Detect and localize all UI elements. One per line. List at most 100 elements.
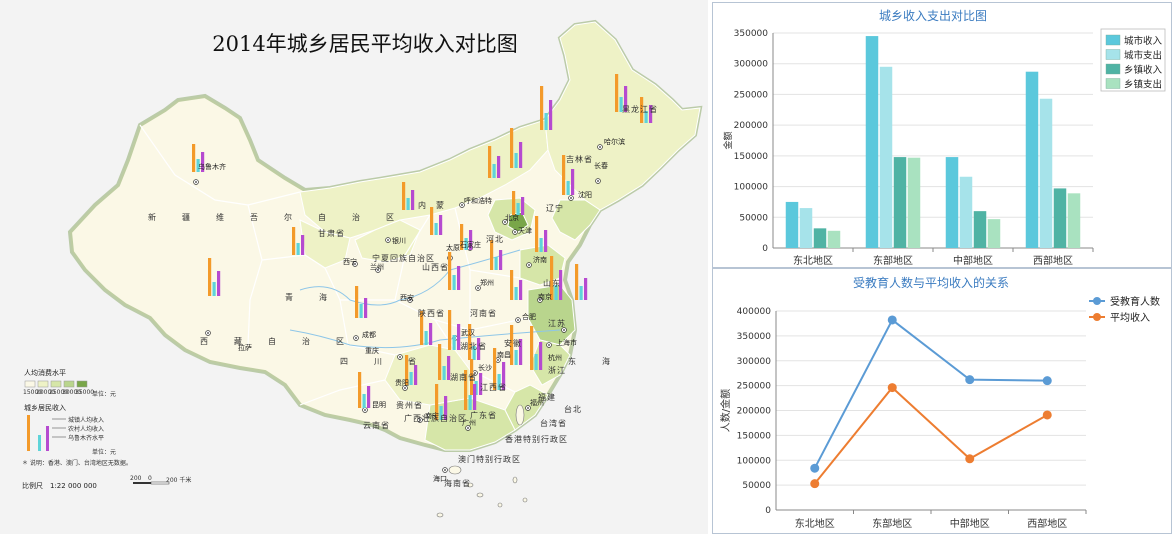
legend-level-label: 20000 <box>36 389 56 396</box>
province-label: 新 疆 维 吾 尔 自 治 区 <box>148 213 403 222</box>
map-bar-reference <box>519 142 523 168</box>
legend-swatch <box>76 380 88 388</box>
city-label: 拉萨 <box>238 344 252 352</box>
city-label: 上海市 <box>556 339 577 347</box>
city-label: 福州 <box>530 399 544 407</box>
city-label: 海口 <box>433 475 447 483</box>
province-border <box>299 379 386 406</box>
province-label: 辽宁 <box>546 204 564 213</box>
province-label: 吉林省 <box>566 155 593 164</box>
legend-unit: 单位：元 <box>92 449 117 456</box>
map-bar-urban-income <box>448 252 452 290</box>
map-bar-rural-income <box>464 238 468 250</box>
city-label: 西安 <box>400 294 414 302</box>
city-label: 成都 <box>362 331 376 339</box>
map-bar-rural-income <box>452 275 456 290</box>
legend-label: 城市支出 <box>1124 50 1162 62</box>
legend-income-item: 乌鲁木齐水平 <box>68 435 105 442</box>
legend-bar-reference <box>46 426 49 451</box>
bar-4-4 <box>1067 193 1081 248</box>
bar-1-4 <box>1025 71 1039 248</box>
island <box>476 492 484 498</box>
map-bar-urban-income <box>510 128 514 168</box>
x-tick-label: 西部地区 <box>1027 517 1067 530</box>
map-bar-urban-income <box>430 207 434 235</box>
map-bar-reference <box>364 298 368 318</box>
y-tick-label: 250000 <box>737 382 772 392</box>
series-line-1 <box>813 318 1048 469</box>
city-label: 郑州 <box>480 279 494 287</box>
city-label: 呼和浩特 <box>464 197 492 205</box>
y-tick-label: 150000 <box>734 152 769 162</box>
bar-4-1 <box>827 230 841 248</box>
y-tick-label: 0 <box>762 244 768 254</box>
map-title: 2014年城乡居民平均收入对比图 <box>212 32 518 56</box>
city-marker-dot <box>461 204 463 206</box>
legend-income-title: 城乡居民收入 <box>24 404 66 412</box>
map-bar-rural-income <box>516 203 520 215</box>
map-bar-reference <box>447 356 451 380</box>
province-border <box>340 299 471 331</box>
y-tick-label: 0 <box>765 506 771 516</box>
city-label: 哈尔滨 <box>604 138 625 146</box>
map-bar-urban-income <box>192 144 196 172</box>
chart-title: 受教育人数与平均收入的关系 <box>853 275 1009 290</box>
bar-1-1 <box>785 201 799 248</box>
x-tick-label: 中部地区 <box>953 254 993 267</box>
point-2-4 <box>1042 410 1052 420</box>
map-bar-reference <box>571 169 575 195</box>
point-1-2 <box>887 315 897 325</box>
map-bar-reference <box>444 396 448 420</box>
legend-consumption-title: 人均消费水平 <box>24 369 66 377</box>
map-bar-rural-income <box>514 287 518 300</box>
island <box>436 512 444 518</box>
island <box>515 404 525 426</box>
city-marker-dot <box>477 287 479 289</box>
scale-label: 比例尺 1:22 000 000 <box>22 482 97 490</box>
map-bar-reference <box>217 271 221 296</box>
x-tick-label: 西部地区 <box>1033 254 1073 267</box>
bar-4-3 <box>987 219 1001 248</box>
y-tick-label: 150000 <box>737 431 772 441</box>
map-bar-reference <box>201 152 205 172</box>
x-tick-label: 东北地区 <box>793 254 833 267</box>
city-marker-dot <box>514 231 516 233</box>
city-marker-dot <box>548 344 550 346</box>
map-bar-reference <box>539 342 543 370</box>
city-marker-dot <box>444 469 446 471</box>
y-tick-label: 200000 <box>737 407 772 417</box>
legend-bar-urban <box>27 415 30 451</box>
legend-income-item: 城镇人均收入 <box>68 417 105 424</box>
map-bar-urban-income <box>402 182 406 210</box>
map-bar-rural-income <box>544 113 548 130</box>
y-tick-label: 50000 <box>742 481 771 491</box>
map-bar-reference <box>301 235 305 255</box>
city-label: 南昌 <box>497 351 511 359</box>
city-label: 杭州 <box>548 354 562 362</box>
province-label: 黑龙江省 <box>622 105 658 114</box>
map-bar-reference <box>624 86 628 112</box>
legend-level-label: 25000 <box>49 389 69 396</box>
china-map <box>24 19 703 518</box>
city-label: 乌鲁木齐 <box>198 163 226 171</box>
city-label: 广州 <box>462 419 476 427</box>
map-bar-rural-income <box>579 286 583 300</box>
city-label: 南宁 <box>425 412 439 420</box>
y-tick-label: 300000 <box>737 357 772 367</box>
province-label: 湖北省 <box>460 342 487 351</box>
province-label: 四 川 省 <box>340 357 425 366</box>
map-bar-rural-income <box>492 164 496 178</box>
map-bar-urban-income <box>435 384 439 420</box>
region-tianjin <box>507 211 529 233</box>
y-tick-label: 300000 <box>734 60 769 70</box>
map-bar-reference <box>457 324 461 350</box>
map-bar-reference <box>649 105 653 123</box>
province-label: 湖南省 <box>450 373 477 382</box>
map-bar-urban-income <box>420 311 424 345</box>
legend-level-label: 15000 <box>23 389 43 396</box>
province-label: 广东省 <box>470 411 497 420</box>
city-label: 贵阳 <box>395 379 409 387</box>
province-label: 台北 <box>564 405 582 414</box>
scale-bar-white <box>150 481 170 485</box>
city-marker-dot <box>399 356 401 358</box>
